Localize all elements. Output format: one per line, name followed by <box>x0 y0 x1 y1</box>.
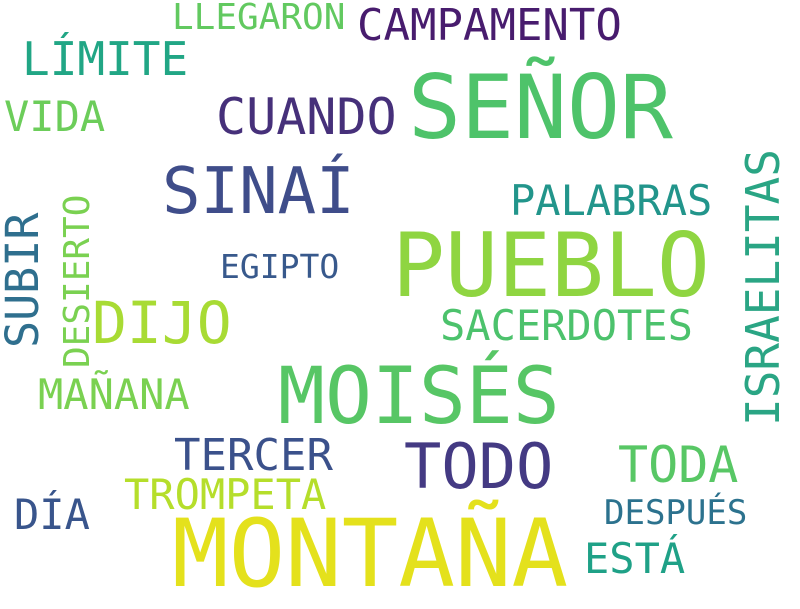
word-todo: TODO <box>404 430 554 503</box>
word-esta: ESTÁ <box>584 534 686 583</box>
word-campamento: CAMPAMENTO <box>357 0 622 51</box>
word-pueblo: PUEBLO <box>392 214 710 317</box>
word-moises: MOISÉS <box>278 352 560 442</box>
word-israelitas: ISRAELITAS <box>736 149 790 426</box>
word-cuando: CUANDO <box>216 88 397 146</box>
word-sacerdotes: SACERDOTES <box>440 301 693 350</box>
word-montana: MONTAÑA <box>172 500 569 609</box>
word-dijo: DIJO <box>92 289 232 357</box>
word-trompeta: TROMPETA <box>124 470 327 519</box>
word-subir: SUBIR <box>0 212 49 348</box>
word-desierto: DESIERTO <box>57 194 98 368</box>
word-palabras: PALABRAS <box>510 176 713 225</box>
word-manana: MAÑANA <box>38 370 190 419</box>
word-despues: DESPUÉS <box>604 493 748 533</box>
word-egipto: EGIPTO <box>220 247 340 286</box>
word-limite: LÍMITE <box>22 32 189 86</box>
word-tercer: TERCER <box>174 430 333 481</box>
word-sinai: SINAÍ <box>162 155 355 229</box>
word-toda: TODA <box>618 436 739 494</box>
word-llegaron: LLEGARON <box>172 0 346 38</box>
word-dia: DÍA <box>14 490 90 539</box>
word-senor: SEÑOR <box>408 56 673 159</box>
word-vida: VIDA <box>4 92 106 141</box>
